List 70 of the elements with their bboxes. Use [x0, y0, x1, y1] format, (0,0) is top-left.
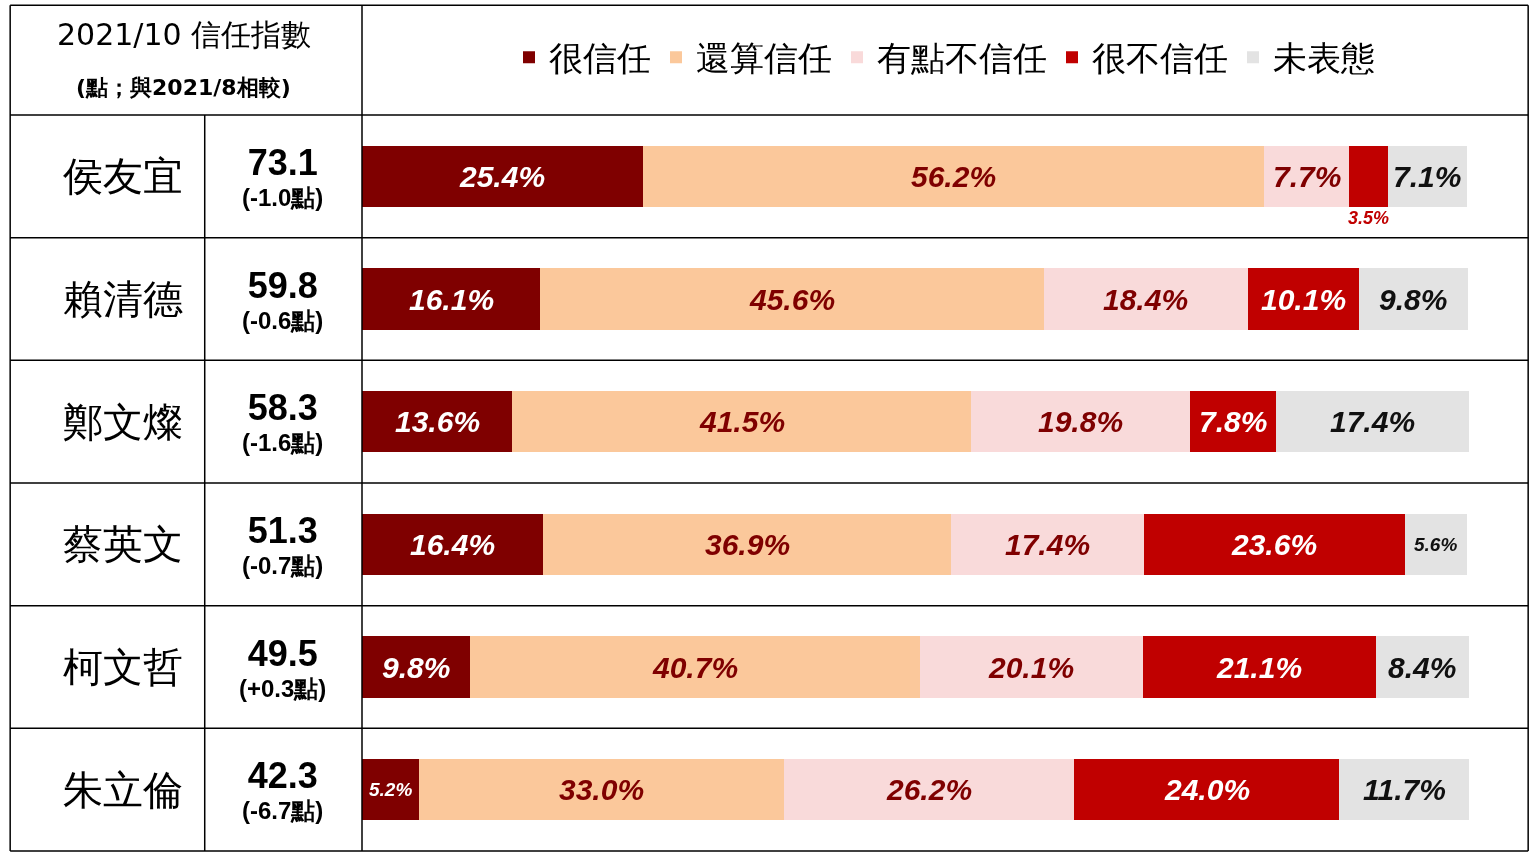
data-label: 16.1% [409, 283, 495, 316]
data-label: 20.1% [988, 651, 1075, 684]
legend-label: 很不信任 [1092, 38, 1228, 79]
data-label: 36.9% [705, 528, 791, 561]
bar [951, 513, 1144, 575]
data-label: 9.8% [382, 651, 451, 684]
text: 58.3 (-1.6點) [242, 387, 324, 457]
data-label: 21.1% [1216, 651, 1303, 684]
legend-label: 還算信任 [696, 38, 832, 79]
data-label: 19.8% [1038, 405, 1124, 438]
text: (點；與2021/8相較) [76, 75, 291, 100]
data-label: 56.2% [911, 160, 997, 193]
data-label: 17.4% [1330, 405, 1416, 438]
y-tick-label: 侯友宜 [63, 153, 183, 200]
data-label: 8.4% [1388, 651, 1457, 684]
text: 73.1 (-1.0點) [242, 142, 324, 212]
bar [1074, 759, 1340, 821]
bar [971, 391, 1191, 453]
data-label: 13.6% [395, 405, 481, 438]
data-label: 9.8% [1379, 283, 1448, 316]
bar [362, 268, 541, 330]
bar [784, 759, 1075, 821]
legend-label: 有點不信任 [877, 38, 1047, 79]
bar [543, 513, 952, 575]
bar [1142, 636, 1376, 698]
data-label: 7.8% [1199, 405, 1268, 438]
data-label: 40.7% [652, 651, 739, 684]
bar [540, 268, 1045, 330]
y-tick-label: 賴清德 [63, 276, 183, 322]
bar [1143, 513, 1405, 575]
bar [1349, 145, 1389, 207]
y-tick-label: 蔡英文 [63, 521, 183, 568]
y-tick-label: 柯文哲 [63, 644, 183, 690]
data-label: 11.7% [1363, 773, 1446, 806]
bar [1276, 391, 1469, 453]
y-tick-label: 鄭文燦 [63, 398, 183, 445]
bar [512, 391, 972, 453]
data-label: 5.6% [1414, 534, 1458, 555]
data-label: 33.0% [559, 773, 645, 806]
data-label: 3.5% [1348, 208, 1390, 228]
bar [1359, 268, 1468, 330]
bar [362, 513, 544, 575]
bar [470, 636, 921, 698]
data-label: 7.1% [1393, 160, 1462, 193]
y-tick-label: 朱立倫 [63, 766, 183, 813]
data-label: 10.1% [1261, 283, 1347, 316]
data-label: 7.7% [1273, 160, 1342, 193]
data-label: 23.6% [1231, 528, 1318, 561]
text: 51.3 (-0.7點) [242, 510, 324, 580]
data-label: 45.6% [749, 283, 836, 316]
bar [362, 145, 643, 207]
data-label: 24.0% [1164, 773, 1251, 806]
data-label: 18.4% [1103, 283, 1189, 316]
text: 59.8 (-0.6點) [242, 265, 324, 335]
bar [1404, 513, 1467, 575]
legend-label: 未表態 [1273, 38, 1375, 79]
data-label: 26.2% [886, 773, 973, 806]
bar [920, 636, 1143, 698]
bar [1044, 268, 1248, 330]
data-label: 17.4% [1005, 528, 1091, 561]
bar [642, 145, 1265, 207]
data-label: 25.4% [459, 160, 546, 193]
data-label: 5.2% [369, 779, 413, 800]
chart-title: 2021/10 信任指數 [57, 17, 312, 52]
text: 49.5 (+0.3點) [239, 633, 327, 703]
text: 42.3 (-6.7點) [242, 755, 324, 825]
data-label: 16.4% [410, 528, 496, 561]
legend-label: 很信任 [549, 38, 651, 79]
data-label: 41.5% [699, 405, 786, 438]
bar [419, 759, 785, 821]
